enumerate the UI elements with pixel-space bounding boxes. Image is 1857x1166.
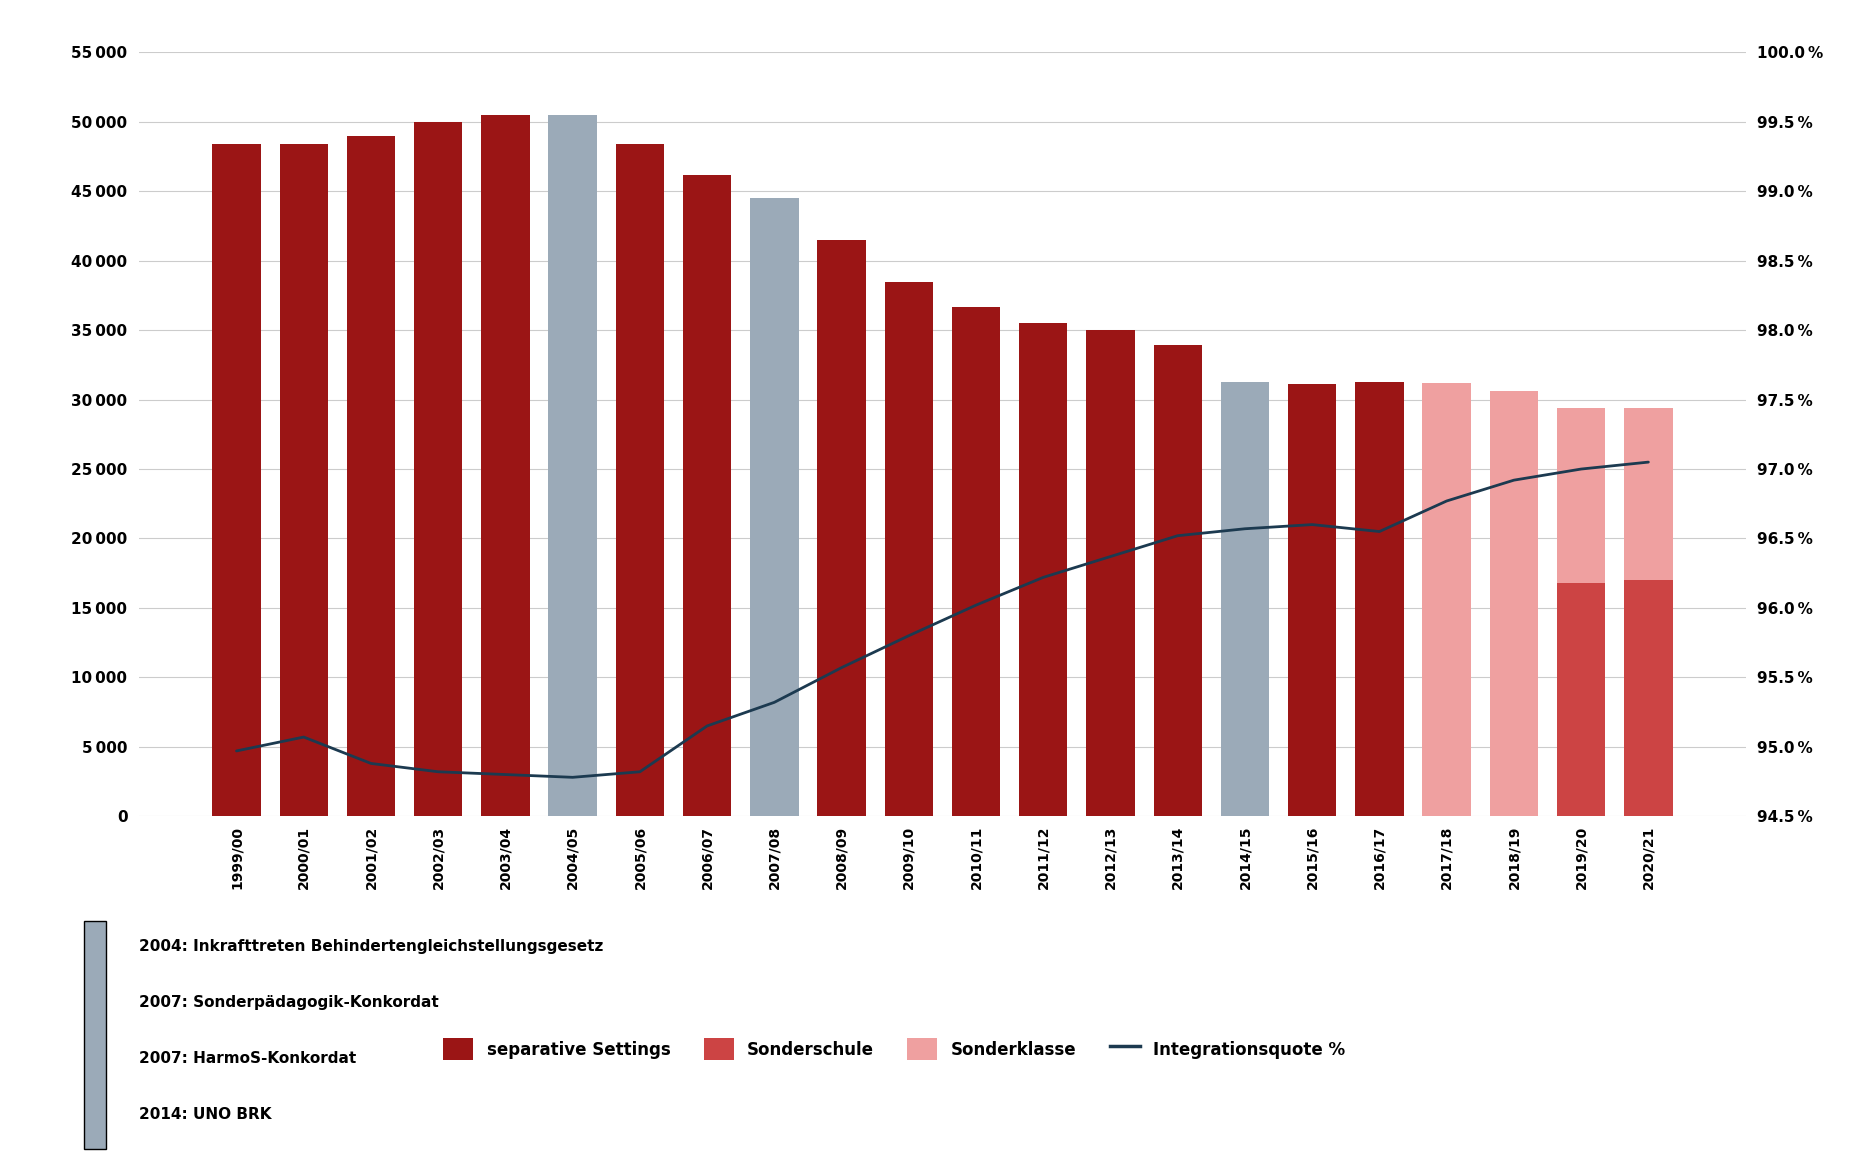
Bar: [1556, 583, 1604, 816]
Bar: [750, 198, 799, 816]
Bar: [481, 115, 529, 816]
Bar: [1153, 345, 1201, 816]
Bar: [1356, 381, 1404, 816]
Bar: [280, 145, 329, 816]
Bar: [1489, 392, 1538, 816]
Bar: [1019, 323, 1068, 816]
Bar: [1625, 581, 1673, 816]
Bar: [683, 175, 732, 816]
Bar: [1220, 381, 1268, 816]
Bar: [1556, 408, 1604, 583]
Bar: [548, 115, 596, 816]
Bar: [1289, 385, 1337, 816]
Text: 2007: Sonderpädagogik-Konkordat: 2007: Sonderpädagogik-Konkordat: [139, 995, 438, 1010]
Bar: [1086, 330, 1135, 816]
Bar: [414, 122, 462, 816]
Text: 2004: Inkrafttreten Behindertengleichstellungsgesetz: 2004: Inkrafttreten Behindertengleichste…: [139, 939, 604, 954]
Bar: [1625, 408, 1673, 581]
Bar: [953, 307, 1001, 816]
Bar: [884, 281, 932, 816]
Bar: [1422, 382, 1471, 816]
Bar: [617, 145, 665, 816]
Bar: [212, 145, 260, 816]
Text: 2007: HarmoS-Konkordat: 2007: HarmoS-Konkordat: [139, 1051, 357, 1066]
Bar: [347, 135, 396, 816]
Text: 2014: UNO BRK: 2014: UNO BRK: [139, 1107, 271, 1122]
Legend: separative Settings, Sonderschule, Sonderklasse, Integrationsquote %: separative Settings, Sonderschule, Sonde…: [444, 1039, 1344, 1060]
Bar: [817, 240, 865, 816]
